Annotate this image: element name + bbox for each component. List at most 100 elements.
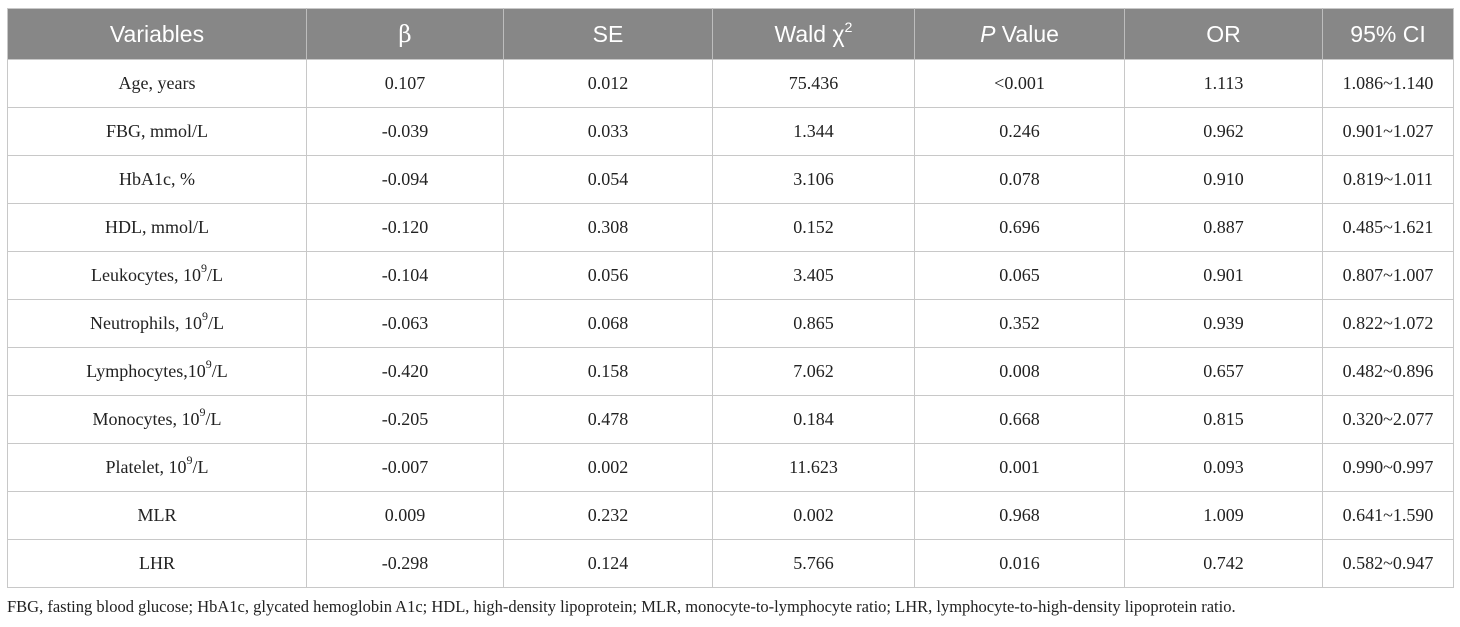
cell-beta: -0.007 <box>306 443 504 492</box>
cell-se: 0.002 <box>503 443 713 492</box>
cell-or: 0.962 <box>1124 107 1323 156</box>
variable-name: Neutrophils, 10 <box>90 313 202 333</box>
variable-unit: /L <box>211 361 228 381</box>
variable-unit: /L <box>208 313 224 333</box>
header-p-italic: P <box>980 20 996 47</box>
cell-p-value: 0.352 <box>914 299 1125 348</box>
table-row: FBG, mmol/L -0.039 0.033 1.344 0.246 0.962 0.9… <box>7 107 1454 156</box>
header-ci-label: 95% CI <box>1350 20 1426 47</box>
cell-variable: Neutrophils, 109/L <box>7 299 307 348</box>
cell-se: 0.308 <box>503 203 713 252</box>
cell-se: 0.012 <box>503 59 713 108</box>
cell-or: 0.815 <box>1124 395 1323 444</box>
variable-name: Monocytes, 10 <box>92 409 200 429</box>
cell-p-value: 0.078 <box>914 155 1125 204</box>
header-variables: Variables <box>7 8 307 60</box>
cell-wald: 11.623 <box>712 443 915 492</box>
cell-wald: 3.106 <box>712 155 915 204</box>
header-wald-superscript: 2 <box>844 20 853 37</box>
cell-p-value: <0.001 <box>914 59 1125 108</box>
header-ci: 95% CI <box>1322 8 1454 60</box>
cell-beta: -0.104 <box>306 251 504 300</box>
regression-table-container: Variables β SE Wald χ2 P Value OR 95% CI… <box>7 8 1454 588</box>
header-beta: β <box>306 8 504 60</box>
table-row: HbA1c, % -0.094 0.054 3.106 0.078 0.910 0.819~… <box>7 155 1454 204</box>
table-row: Lymphocytes,109/L -0.420 0.158 7.062 0.008 0.… <box>7 347 1454 396</box>
cell-variable: Leukocytes, 109/L <box>7 251 307 300</box>
cell-wald: 7.062 <box>712 347 915 396</box>
cell-ci: 1.086~1.140 <box>1322 59 1454 108</box>
cell-se: 0.478 <box>503 395 713 444</box>
variable-name: Platelet, 10 <box>105 457 187 477</box>
cell-beta: -0.298 <box>306 539 504 588</box>
cell-beta: -0.205 <box>306 395 504 444</box>
variable-name: Leukocytes, 10 <box>91 265 201 285</box>
cell-variable: HDL, mmol/L <box>7 203 307 252</box>
cell-se: 0.124 <box>503 539 713 588</box>
cell-beta: 0.107 <box>306 59 504 108</box>
cell-variable: HbA1c, % <box>7 155 307 204</box>
table-row: Neutrophils, 109/L -0.063 0.068 0.865 0.352 0… <box>7 299 1454 348</box>
cell-or: 1.113 <box>1124 59 1323 108</box>
table-body: Age, years 0.107 0.012 75.436 <0.001 1.113 1.0… <box>7 59 1454 588</box>
cell-ci: 0.582~0.947 <box>1322 539 1454 588</box>
cell-se: 0.232 <box>503 491 713 540</box>
variable-name: FBG, mmol/L <box>105 121 208 141</box>
variable-unit: /L <box>206 265 223 285</box>
cell-p-value: 0.016 <box>914 539 1125 588</box>
cell-p-value: 0.696 <box>914 203 1125 252</box>
table-row: Monocytes, 109/L -0.205 0.478 0.184 0.668 0.8… <box>7 395 1454 444</box>
cell-variable: Platelet, 109/L <box>7 443 307 492</box>
cell-or: 0.939 <box>1124 299 1323 348</box>
cell-se: 0.033 <box>503 107 713 156</box>
cell-variable: Lymphocytes,109/L <box>7 347 307 396</box>
cell-or: 0.887 <box>1124 203 1323 252</box>
variable-superscript: 9 <box>186 452 193 467</box>
cell-or: 0.093 <box>1124 443 1323 492</box>
cell-variable: Age, years <box>7 59 307 108</box>
cell-wald: 1.344 <box>712 107 915 156</box>
variable-name: LHR <box>139 553 175 573</box>
cell-variable: Monocytes, 109/L <box>7 395 307 444</box>
header-or-label: OR <box>1206 20 1241 47</box>
cell-ci: 0.641~1.590 <box>1322 491 1454 540</box>
cell-ci: 0.482~0.896 <box>1322 347 1454 396</box>
cell-ci: 0.819~1.011 <box>1322 155 1454 204</box>
header-wald: Wald χ2 <box>712 8 915 60</box>
cell-wald: 0.184 <box>712 395 915 444</box>
variable-unit: /L <box>205 409 222 429</box>
cell-variable: LHR <box>7 539 307 588</box>
cell-p-value: 0.968 <box>914 491 1125 540</box>
cell-wald: 5.766 <box>712 539 915 588</box>
variable-name: Lymphocytes,10 <box>86 361 206 381</box>
header-se-label: SE <box>592 20 624 47</box>
cell-or: 0.901 <box>1124 251 1323 300</box>
cell-beta: -0.063 <box>306 299 504 348</box>
cell-wald: 0.002 <box>712 491 915 540</box>
header-wald-label: Wald χ <box>774 20 845 47</box>
table-row: Age, years 0.107 0.012 75.436 <0.001 1.113 1.0… <box>7 59 1454 108</box>
cell-ci: 0.822~1.072 <box>1322 299 1454 348</box>
cell-wald: 0.152 <box>712 203 915 252</box>
cell-p-value: 0.001 <box>914 443 1125 492</box>
table-row: MLR 0.009 0.232 0.002 0.968 1.009 0.641~1.590 <box>7 491 1454 540</box>
cell-wald: 0.865 <box>712 299 915 348</box>
cell-ci: 0.807~1.007 <box>1322 251 1454 300</box>
header-se: SE <box>503 8 713 60</box>
table-row: Leukocytes, 109/L -0.104 0.056 3.405 0.065 0.… <box>7 251 1454 300</box>
cell-beta: -0.420 <box>306 347 504 396</box>
table-row: HDL, mmol/L -0.120 0.308 0.152 0.696 0.887 0.4… <box>7 203 1454 252</box>
regression-table: Variables β SE Wald χ2 P Value OR 95% CI… <box>7 8 1454 588</box>
cell-or: 0.742 <box>1124 539 1323 588</box>
cell-or: 0.657 <box>1124 347 1323 396</box>
cell-p-value: 0.668 <box>914 395 1125 444</box>
variable-superscript: 9 <box>205 356 212 371</box>
cell-variable: MLR <box>7 491 307 540</box>
table-row: LHR -0.298 0.124 5.766 0.016 0.742 0.582~0.947 <box>7 539 1454 588</box>
header-row: Variables β SE Wald χ2 P Value OR 95% CI <box>7 8 1454 60</box>
header-variables-label: Variables <box>109 20 205 47</box>
cell-ci: 0.485~1.621 <box>1322 203 1454 252</box>
cell-variable: FBG, mmol/L <box>7 107 307 156</box>
header-beta-label: β <box>398 21 412 48</box>
cell-p-value: 0.246 <box>914 107 1125 156</box>
